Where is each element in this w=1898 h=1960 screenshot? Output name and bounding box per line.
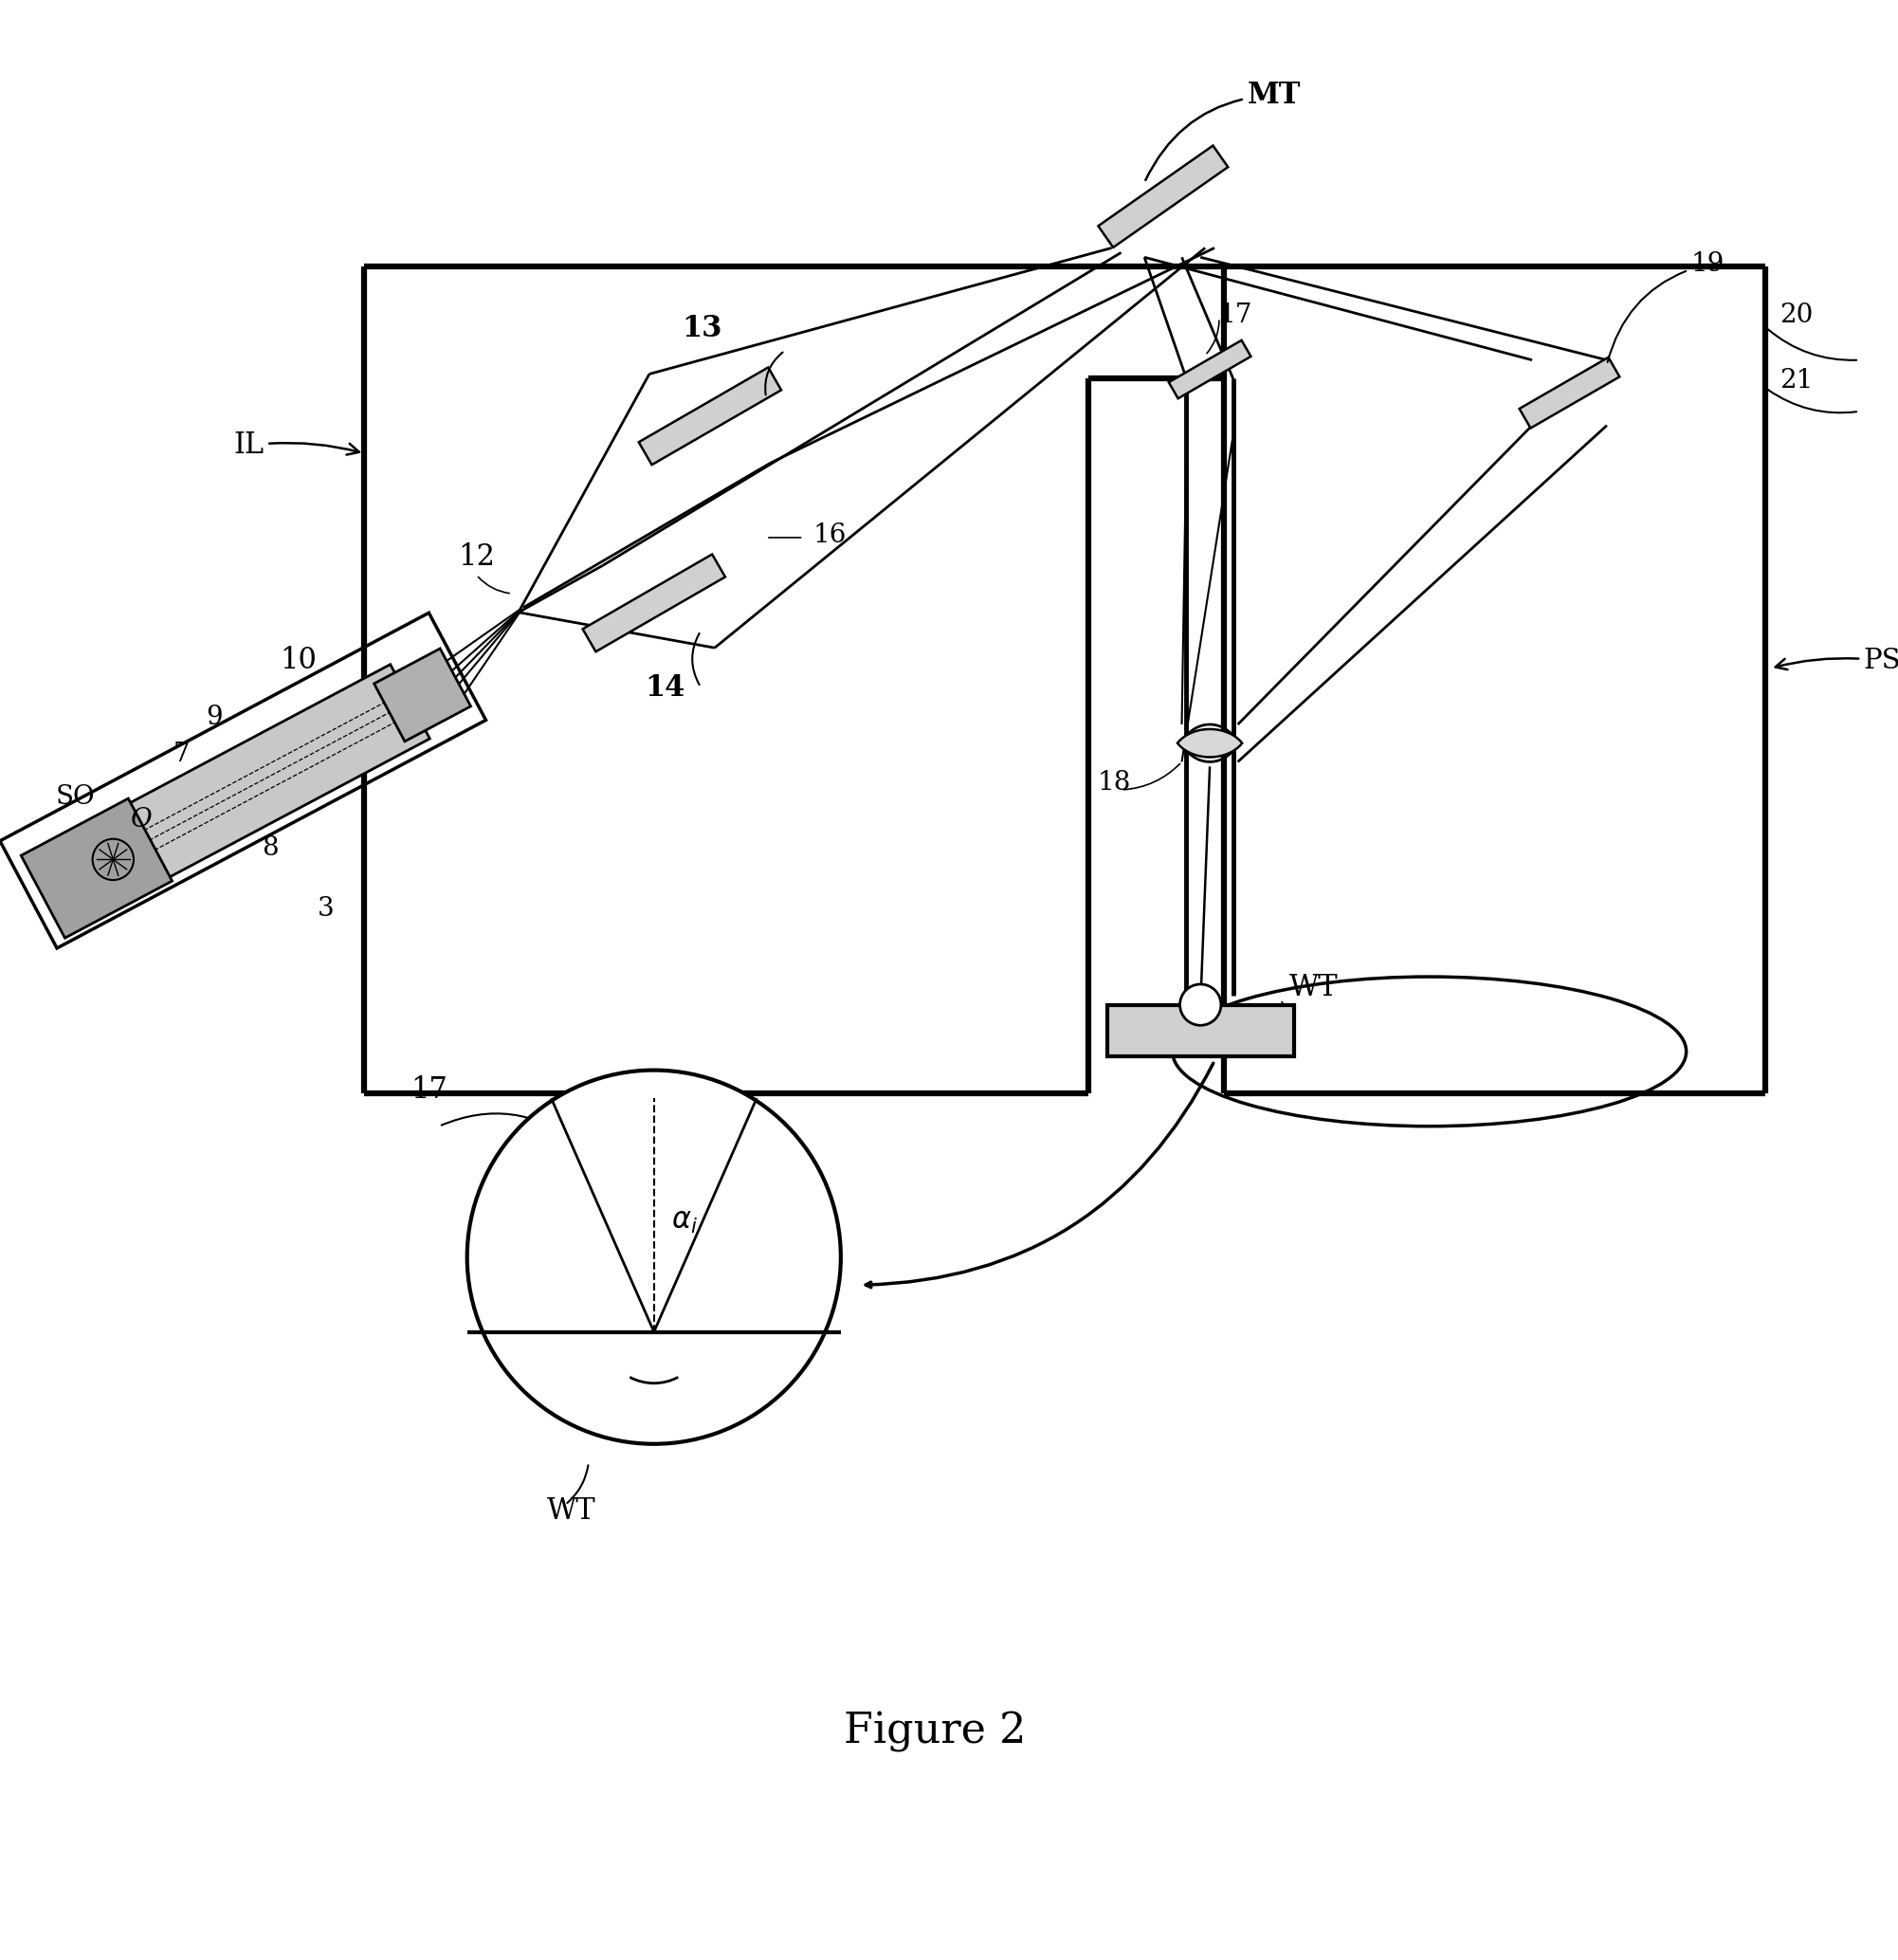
Text: 18: 18 (1097, 770, 1131, 796)
Polygon shape (640, 367, 782, 465)
Text: 16: 16 (812, 521, 847, 549)
Text: SO: SO (57, 784, 95, 809)
Text: MT: MT (1146, 80, 1300, 180)
Text: Figure 2: Figure 2 (845, 1711, 1027, 1752)
Text: O: O (131, 808, 152, 833)
Polygon shape (93, 664, 429, 896)
Text: 21: 21 (1780, 368, 1813, 394)
Text: 10: 10 (281, 645, 317, 674)
Text: 19: 19 (1608, 251, 1725, 363)
Text: 14: 14 (645, 674, 685, 704)
Text: 17: 17 (412, 1076, 448, 1105)
Text: $\alpha_i$: $\alpha_i$ (670, 1207, 697, 1235)
Polygon shape (1099, 145, 1228, 247)
Text: WT: WT (547, 1495, 596, 1525)
Text: 8: 8 (262, 835, 279, 860)
Circle shape (1181, 984, 1220, 1025)
Polygon shape (374, 649, 471, 741)
Text: 12: 12 (457, 543, 495, 572)
Text: WT: WT (1289, 972, 1338, 1002)
Text: 13: 13 (681, 314, 723, 343)
Text: 9: 9 (205, 704, 222, 731)
Text: IL: IL (233, 431, 359, 461)
Text: 7: 7 (173, 743, 190, 768)
Bar (1107, 1005, 1294, 1056)
Polygon shape (1177, 729, 1241, 757)
Circle shape (467, 1070, 841, 1445)
Text: 20: 20 (1780, 302, 1813, 329)
Polygon shape (1169, 341, 1251, 398)
Text: 3: 3 (317, 896, 334, 921)
Text: 17: 17 (1219, 302, 1253, 329)
Polygon shape (21, 798, 173, 939)
Text: PS: PS (1775, 647, 1898, 674)
Polygon shape (583, 555, 725, 651)
Polygon shape (1520, 357, 1619, 427)
